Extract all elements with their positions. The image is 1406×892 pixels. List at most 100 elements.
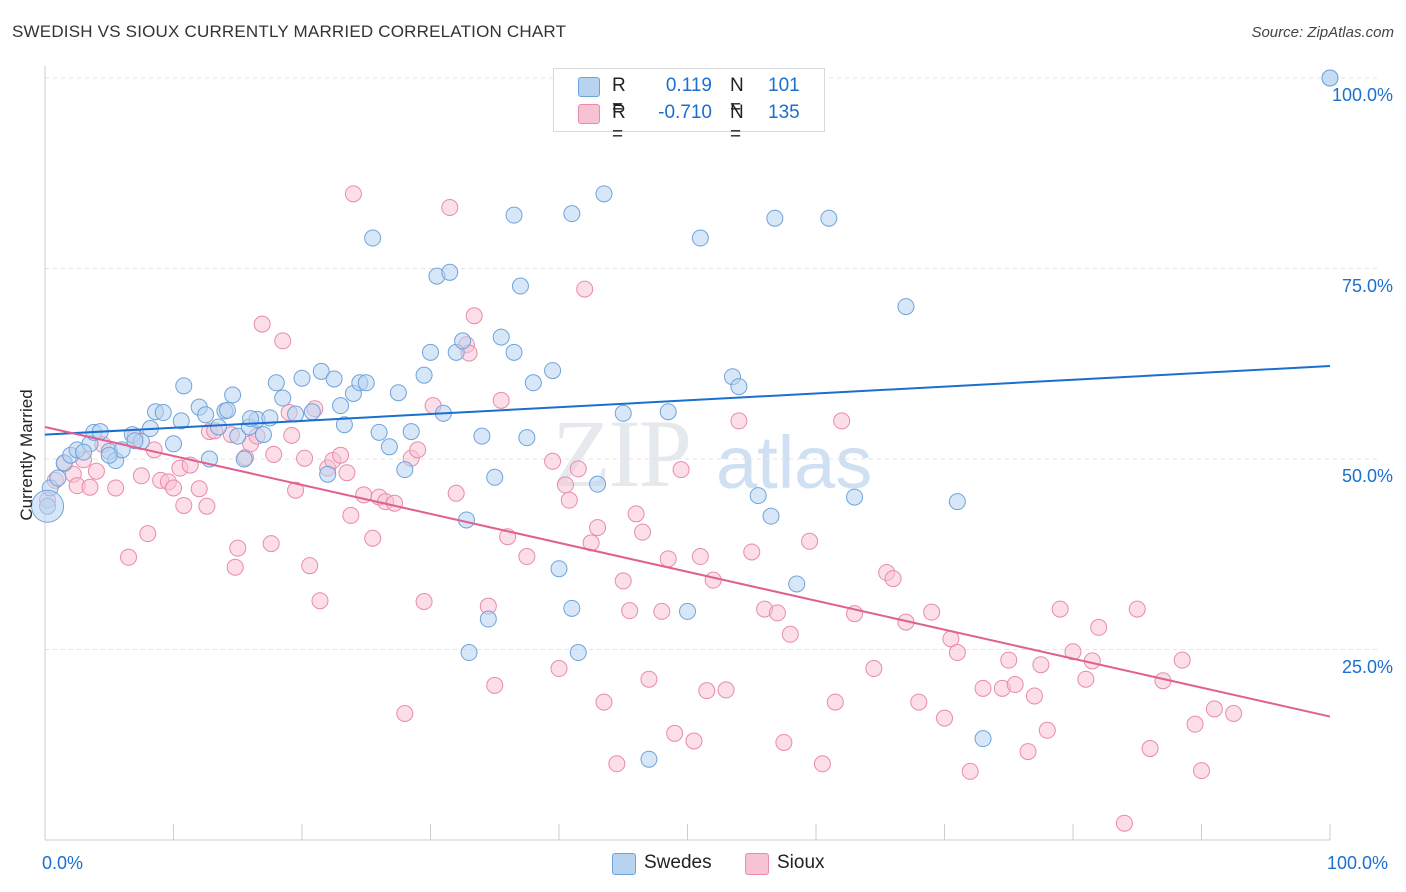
sioux-point xyxy=(265,445,283,463)
sioux-point xyxy=(556,476,574,494)
swedes-point xyxy=(172,412,190,430)
swedes-point xyxy=(974,730,992,748)
axes xyxy=(44,66,1331,841)
sioux-point xyxy=(544,452,562,470)
sioux-point xyxy=(653,602,671,620)
sioux-point xyxy=(344,185,362,203)
sioux-point xyxy=(175,496,193,514)
sioux-point xyxy=(936,709,953,727)
legend-r-label: R = xyxy=(612,102,626,145)
legend-n-label: N = xyxy=(730,75,744,118)
sioux-point xyxy=(621,602,639,620)
sioux-point xyxy=(415,592,433,610)
swedes-point xyxy=(948,493,966,511)
sioux-point xyxy=(386,494,404,512)
swedes-point xyxy=(454,332,472,350)
swedes-trend-line xyxy=(44,365,1331,436)
swedes-points xyxy=(31,69,1339,768)
correlation-legend: R = 0.119 N = 101 R = -0.710 N = 135 xyxy=(553,68,825,145)
swedes-point xyxy=(544,362,562,380)
swedes-point xyxy=(175,377,193,395)
sioux-point xyxy=(283,426,301,444)
swedes-point xyxy=(126,432,144,450)
sioux-point xyxy=(640,670,658,688)
swedes-point xyxy=(486,468,504,486)
sioux-point xyxy=(595,693,613,711)
sioux-point xyxy=(492,391,510,409)
swedes-point xyxy=(357,374,375,392)
swedes-point xyxy=(1321,69,1339,87)
swedes-point xyxy=(364,229,382,247)
sioux-point xyxy=(165,479,182,497)
sioux-point xyxy=(409,441,427,459)
sioux-point xyxy=(948,644,966,662)
sioux-point xyxy=(672,461,690,479)
legend-n-value: 135 xyxy=(768,102,800,123)
y-tick-label: 25.0% xyxy=(1341,656,1393,677)
sioux-point xyxy=(262,535,280,553)
swedes-point xyxy=(235,450,253,468)
swedes-point xyxy=(396,461,414,479)
swedes-point xyxy=(370,423,388,441)
swedes-point xyxy=(846,488,864,506)
watermark-atlas: atlas xyxy=(716,421,873,504)
sioux-point xyxy=(589,519,607,537)
swedes-point xyxy=(766,209,784,227)
sioux-point xyxy=(961,762,979,780)
sioux-point xyxy=(1090,618,1108,636)
legend-n-value: 101 xyxy=(768,75,800,96)
chart-title: SWEDISH VS SIOUX CURRENTLY MARRIED CORRE… xyxy=(12,22,567,41)
sioux-point xyxy=(1025,687,1043,705)
sioux-point xyxy=(226,558,244,576)
sioux-point xyxy=(441,199,459,217)
swedes-point xyxy=(312,362,330,380)
sioux-swatch xyxy=(745,853,769,875)
sioux-point xyxy=(768,604,786,622)
swedes-swatch xyxy=(578,77,600,97)
sioux-point xyxy=(1077,670,1095,688)
sioux-trend-line xyxy=(44,426,1331,718)
legend-r-label: R = xyxy=(612,75,626,118)
swedes-point xyxy=(820,209,838,227)
swedes-point xyxy=(589,475,607,493)
sioux-point xyxy=(826,693,844,711)
swedes-point xyxy=(749,487,767,505)
swedes-point xyxy=(524,374,542,392)
swedes-point xyxy=(224,386,242,404)
legend-n-label: N = xyxy=(730,102,744,145)
swedes-point xyxy=(550,560,568,578)
sioux-point xyxy=(301,557,319,575)
swedes-point xyxy=(614,404,632,422)
swedes-point xyxy=(209,418,227,436)
swedes-point xyxy=(441,263,459,281)
swedes-point xyxy=(897,298,915,316)
swedes-point xyxy=(325,370,343,388)
sioux-point xyxy=(813,755,831,773)
swedes-point xyxy=(460,644,478,662)
swedes-point xyxy=(569,644,587,662)
sioux-point xyxy=(1019,743,1037,761)
sioux-point xyxy=(311,592,329,610)
swedes-point xyxy=(267,374,285,392)
sioux-point xyxy=(1064,643,1082,661)
gridlines xyxy=(45,77,1380,650)
sioux-point xyxy=(704,571,722,589)
sioux-point xyxy=(743,543,761,561)
sioux-point xyxy=(560,491,578,509)
sioux-point xyxy=(865,660,883,678)
swedes-point xyxy=(505,343,523,361)
swedes-point xyxy=(563,205,581,223)
sioux-point xyxy=(87,462,105,480)
swedes-point xyxy=(319,465,337,483)
sioux-point xyxy=(1173,651,1191,669)
swedes-point xyxy=(75,443,93,461)
x-tick-max: 100.0% xyxy=(1327,853,1389,873)
sioux-point xyxy=(465,307,483,325)
swedes-point xyxy=(640,750,658,768)
source-label: Source: ZipAtlas.com xyxy=(1251,24,1394,41)
sioux-point xyxy=(634,523,652,541)
swedes-point xyxy=(229,427,247,445)
sioux-point xyxy=(198,497,216,515)
swedes-point xyxy=(730,378,748,396)
